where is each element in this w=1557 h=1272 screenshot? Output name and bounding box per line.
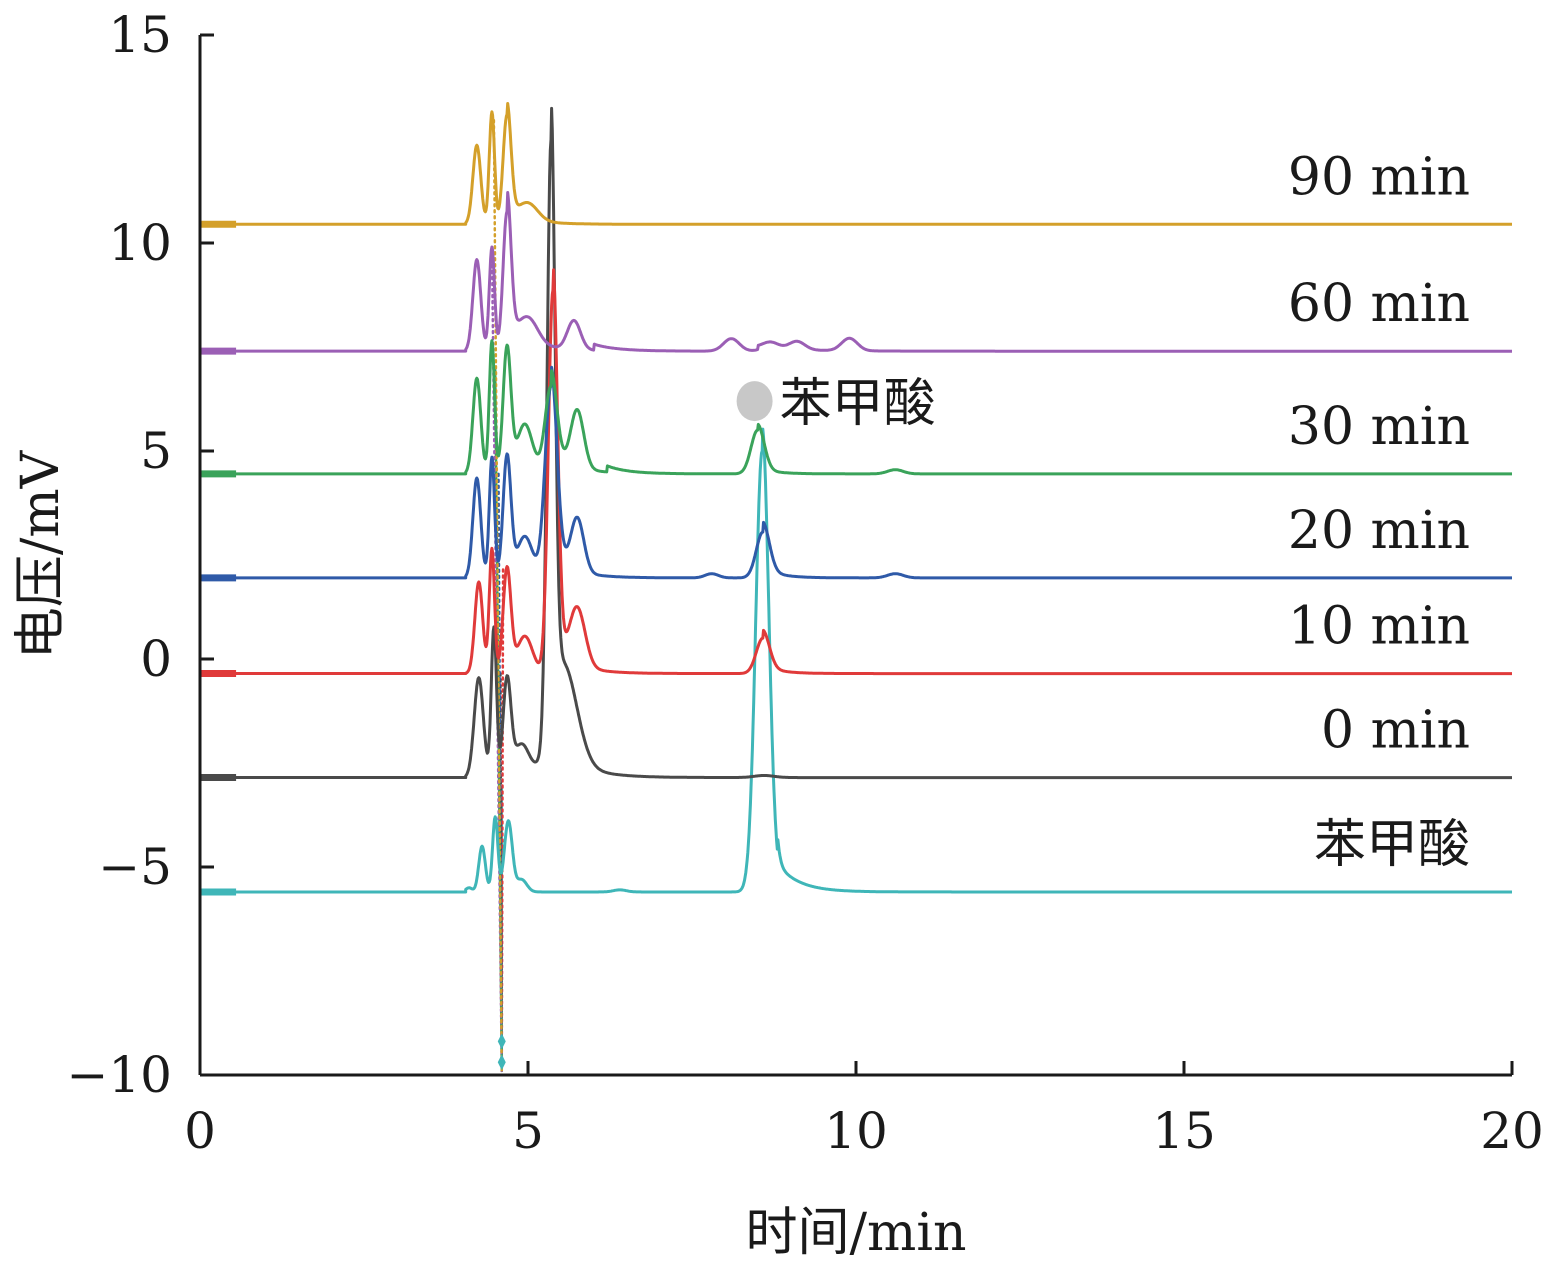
x-tick-label: 0: [184, 1102, 216, 1160]
y-axis-title: 电压/mV: [11, 449, 71, 659]
series-label: 90 min: [1288, 147, 1470, 207]
axis-ticks: 0 5 10 15 20 −10 −5 0 5 10 15: [66, 6, 1543, 1160]
series-label: 60 min: [1288, 274, 1470, 334]
y-tick-label: 15: [108, 6, 172, 64]
chromatogram-traces: [200, 102, 1513, 896]
y-tick-label: 10: [108, 214, 172, 272]
y-tick-label: 5: [140, 422, 172, 480]
trace-line: [200, 191, 1513, 353]
x-tick-label: 15: [1152, 1102, 1216, 1160]
peak-guide: [500, 568, 505, 1073]
x-tick-label: 10: [824, 1102, 888, 1160]
trace-line: [200, 106, 1513, 780]
x-axis-title: 时间/min: [746, 1203, 967, 1263]
annotations: 苯甲酸: [736, 374, 936, 434]
annotation-label: 苯甲酸: [780, 374, 936, 434]
trace-line: [200, 339, 1513, 476]
x-tick-label: 5: [512, 1102, 544, 1160]
y-tick-label: −10: [66, 1046, 172, 1104]
guide-end-marker: [497, 1033, 506, 1071]
series-label: 20 min: [1288, 501, 1470, 561]
series-label: 30 min: [1288, 397, 1470, 457]
series-label: 0 min: [1321, 701, 1470, 761]
series-label: 苯甲酸: [1314, 815, 1470, 875]
y-tick-label: 0: [140, 630, 172, 688]
annotation-marker: [736, 381, 773, 422]
series-label: 10 min: [1288, 597, 1470, 657]
trace-line: [200, 365, 1513, 580]
trace-line: [200, 268, 1513, 676]
series-labels: 苯甲酸 0 min 10 min 20 min 30 min 60 min 90 min: [1288, 147, 1470, 875]
x-tick-label: 20: [1480, 1102, 1544, 1160]
trace-line: [200, 102, 1513, 226]
y-tick-label: −5: [98, 838, 172, 896]
trace-line: [200, 427, 1513, 894]
